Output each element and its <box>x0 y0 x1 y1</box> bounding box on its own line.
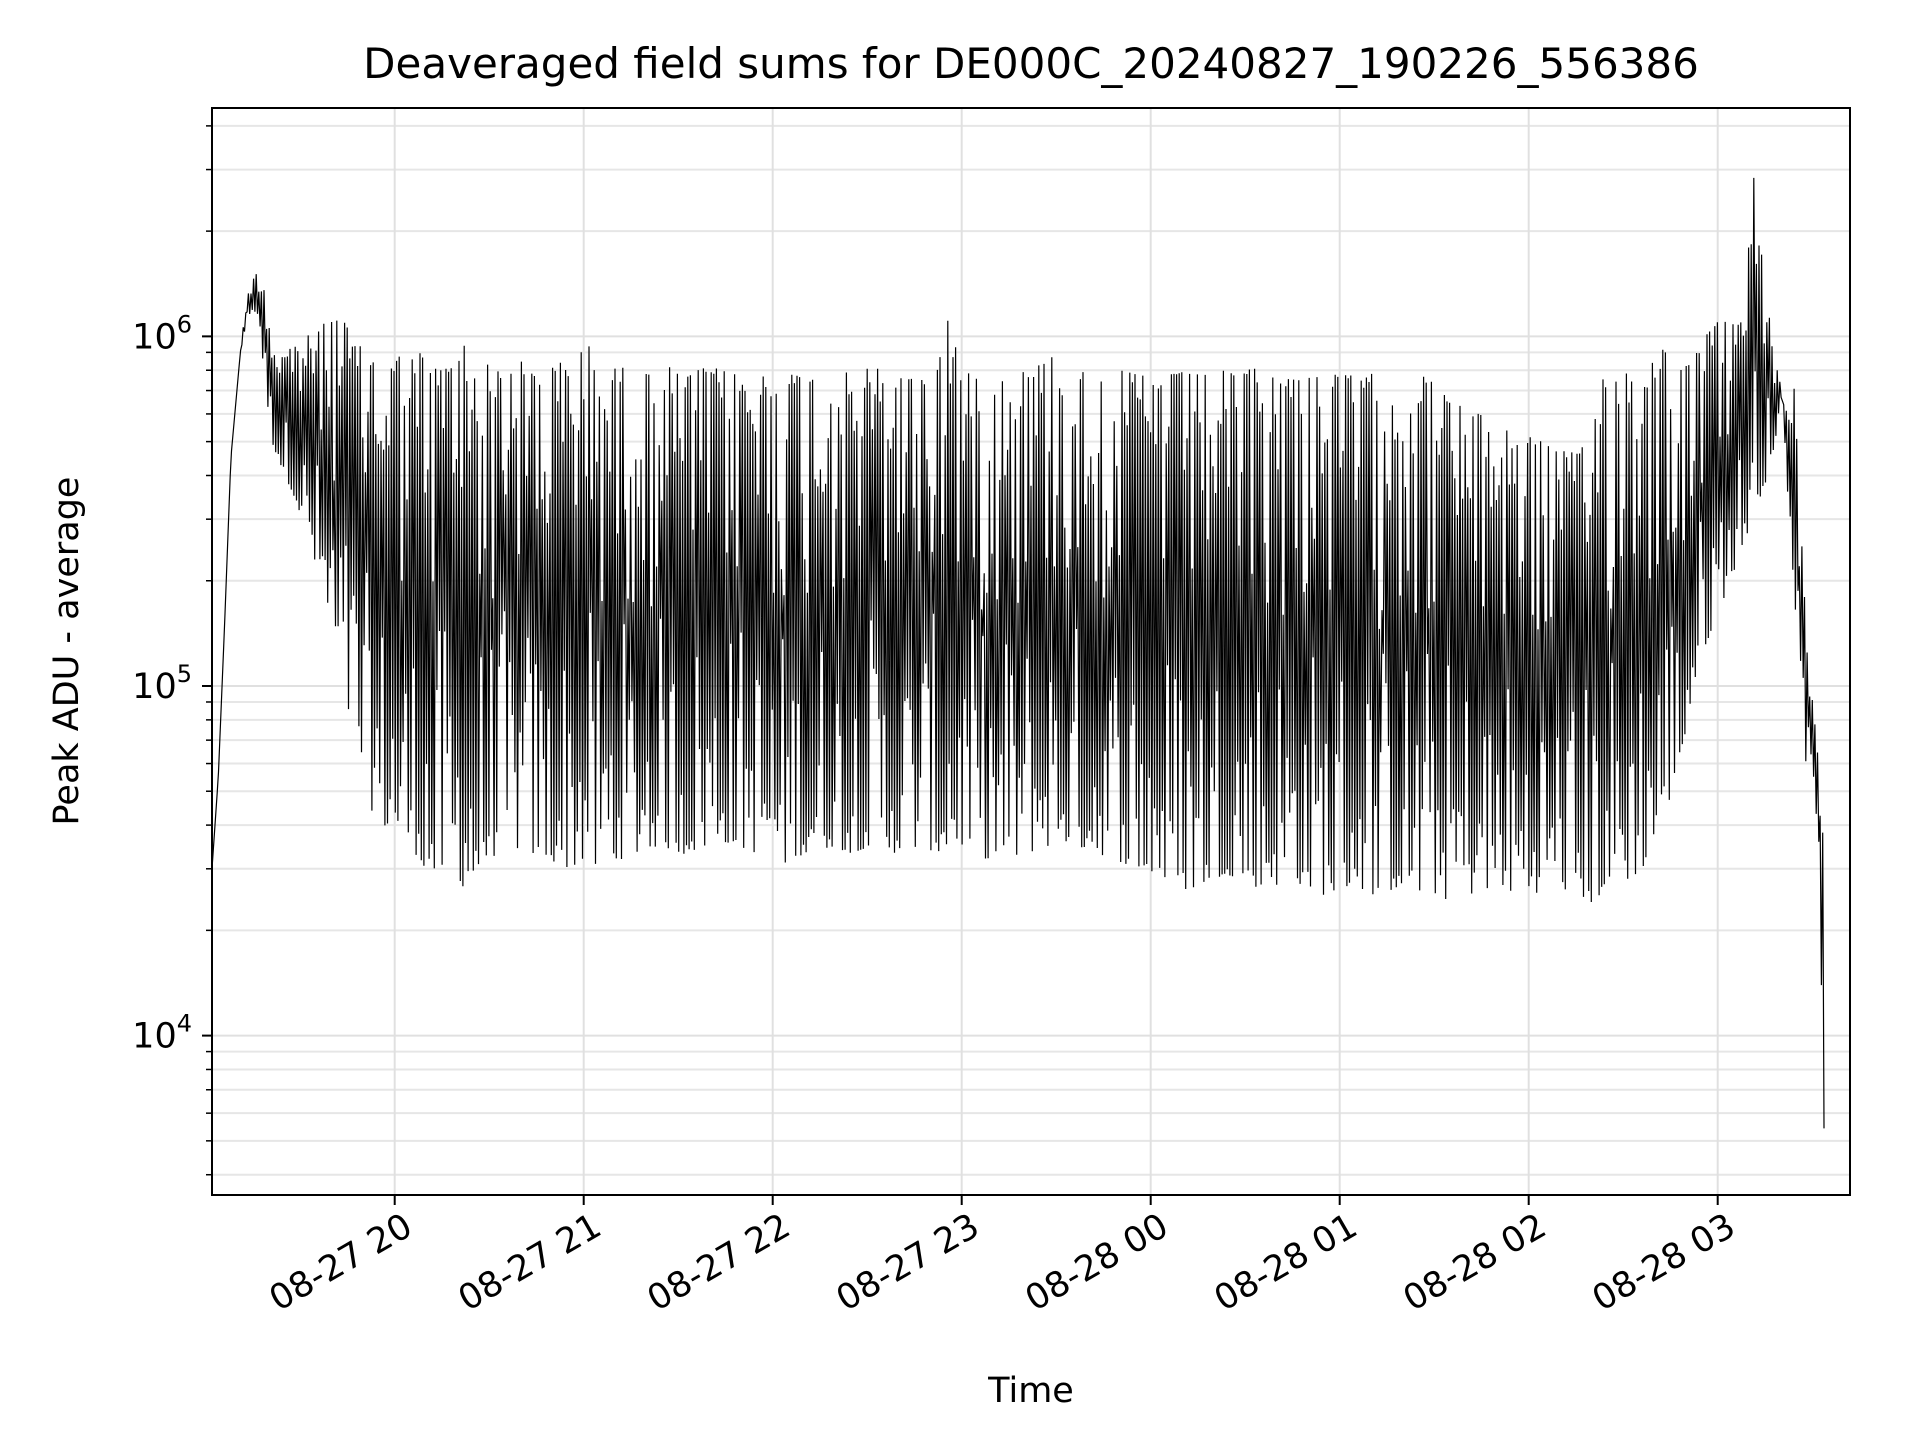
chart-title: Deaveraged field sums for DE000C_2024082… <box>363 39 1699 88</box>
y-tick-exponent: 4 <box>177 1010 192 1038</box>
series-line <box>211 177 1825 1129</box>
y-axis-label: Peak ADU - average <box>47 477 87 826</box>
x-axis-label: Time <box>987 1371 1074 1411</box>
y-tick-exponent: 5 <box>177 660 192 688</box>
y-tick-exponent: 6 <box>177 310 192 338</box>
series-layer <box>211 177 1825 1129</box>
y-tick-label: 105 <box>132 660 192 707</box>
plot-frame <box>211 107 1851 1196</box>
